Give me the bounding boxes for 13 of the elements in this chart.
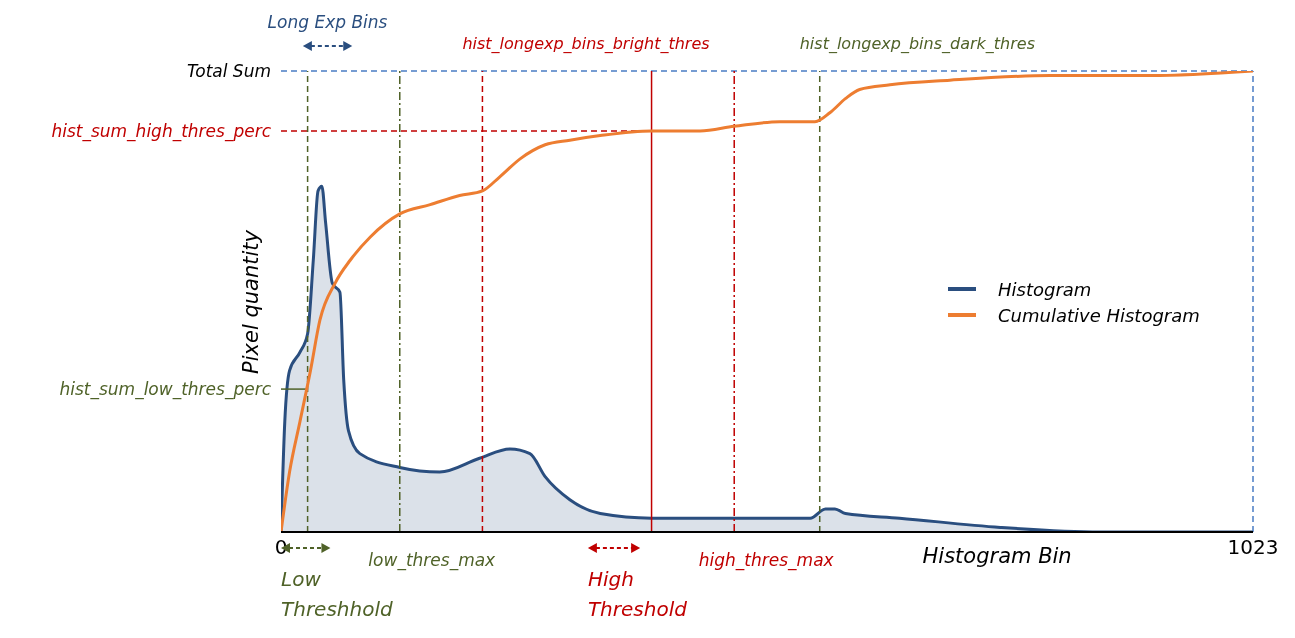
x-axis-title: Histogram Bin — [922, 544, 1072, 568]
legend-label: Cumulative Histogram — [998, 304, 1200, 326]
text: Long Exp Bins — [266, 11, 389, 34]
ref-line-label: hist_sum_low_thres_perc — [59, 379, 272, 401]
ref-line-label: hist_longexp_bins_dark_thres — [799, 34, 1035, 54]
text: High Threshold — [587, 567, 687, 621]
ref-line-label: hist_sum_high_thres_perc — [51, 120, 272, 142]
legend-label: Histogram — [998, 278, 1092, 300]
x-tick-label: 1023 — [1227, 535, 1279, 560]
ref-line-label: high_thres_max — [698, 550, 835, 571]
ref-line-label: hist_longexp_bins_bright_thres — [462, 34, 710, 54]
ref-line-label: Total Sum — [186, 61, 271, 81]
y-axis-title: Pixel quantity — [239, 229, 263, 374]
